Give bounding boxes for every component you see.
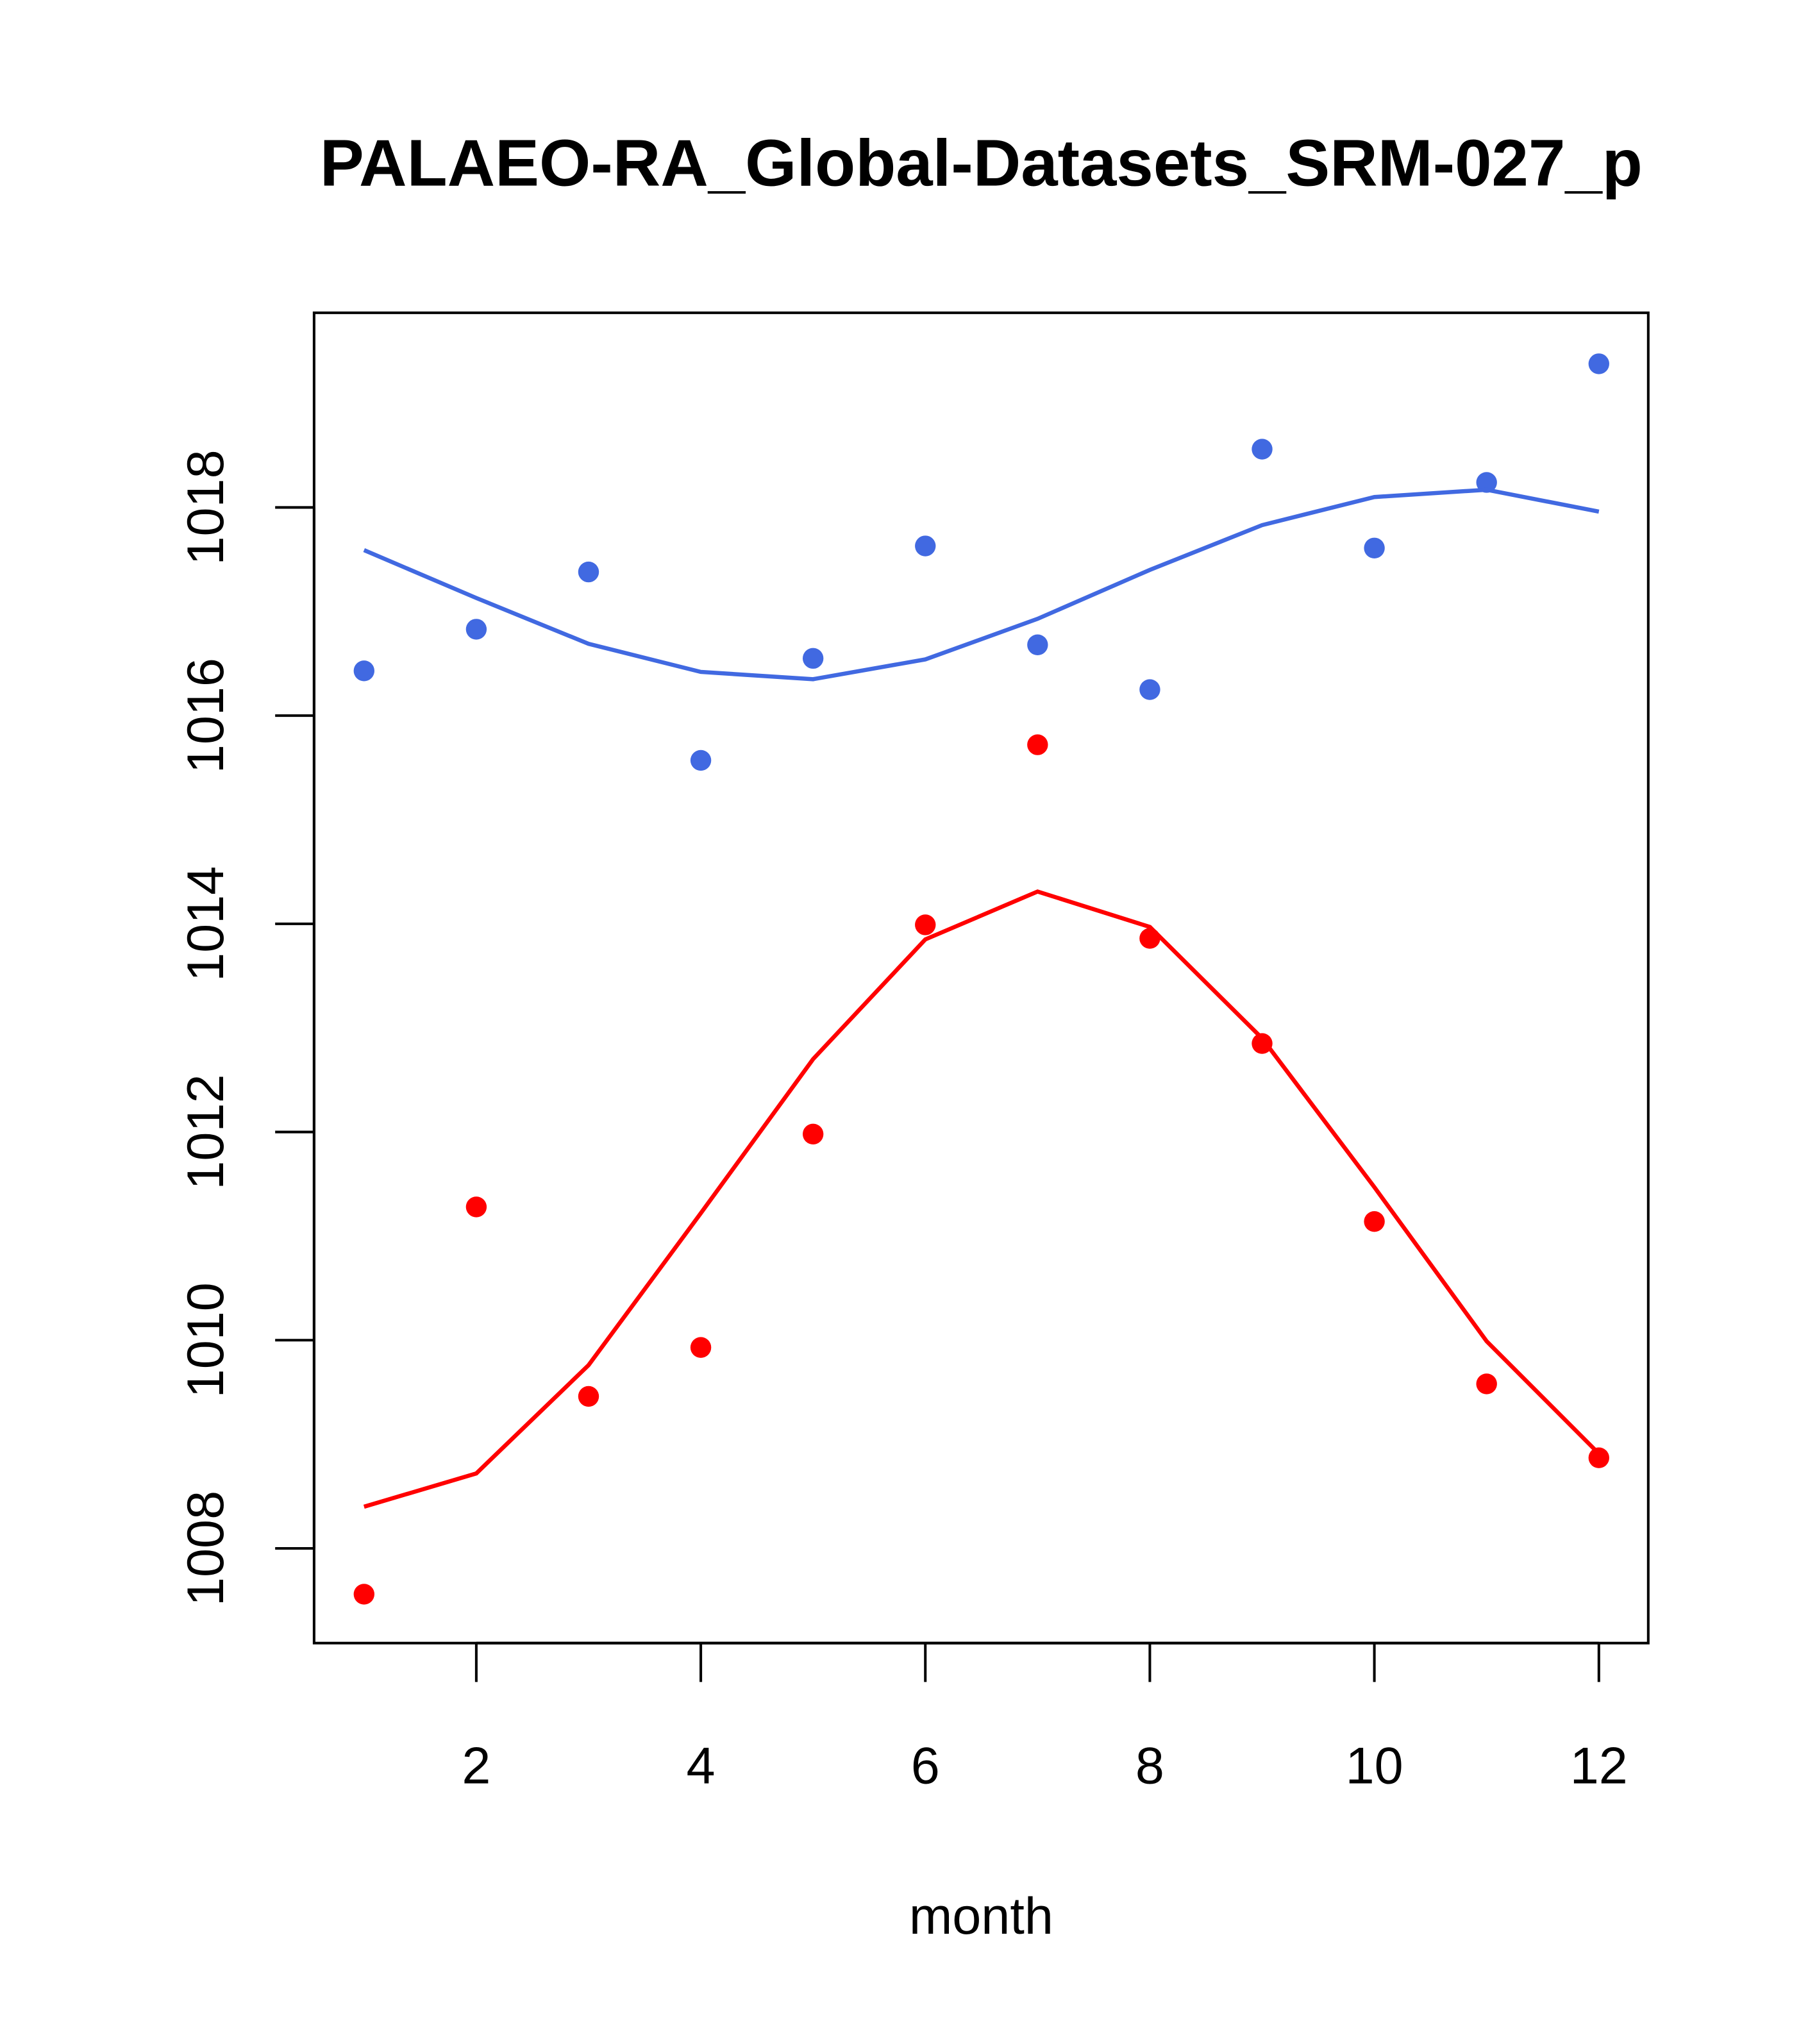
red-point: [1027, 734, 1048, 755]
blue-point: [690, 750, 712, 771]
y-tick-label: 1016: [177, 658, 235, 773]
red-point: [465, 1196, 487, 1218]
red-point: [1139, 928, 1160, 949]
blue-point: [353, 660, 374, 682]
x-tick-label: 6: [911, 1737, 940, 1795]
blue-point: [1364, 537, 1385, 558]
red-point: [690, 1337, 712, 1358]
red-point: [1588, 1447, 1609, 1468]
blue-point: [802, 648, 824, 669]
y-tick-label: 1010: [177, 1282, 235, 1398]
red-point: [1364, 1210, 1385, 1232]
red-point: [1476, 1373, 1497, 1395]
red-point: [915, 914, 936, 935]
y-axis: 1008 1010 1012 1014 1016 1018: [177, 449, 315, 1606]
x-axis-label: month: [909, 1888, 1053, 1945]
red-point: [353, 1584, 374, 1605]
blue-point: [465, 619, 487, 640]
blue-point: [915, 535, 936, 557]
plot-frame: [312, 311, 1650, 1645]
blue-line: [363, 487, 1600, 682]
blue-point: [1252, 439, 1273, 460]
blue-point: [578, 561, 599, 583]
y-tick-label: 1012: [177, 1074, 235, 1189]
x-tick-label: 12: [1570, 1737, 1628, 1795]
x-tick-label: 2: [462, 1737, 490, 1795]
y-tick-label: 1014: [177, 866, 235, 982]
x-tick-label: 10: [1346, 1737, 1403, 1795]
chart-title: PALAEO-RA_Global-Datasets_SRM-027_p: [320, 126, 1643, 199]
red-line: [363, 889, 1601, 1509]
y-tick-label: 1008: [177, 1491, 235, 1606]
y-tick-label: 1018: [177, 449, 235, 565]
blue-point: [1588, 353, 1609, 374]
blue-point: [1476, 472, 1497, 493]
blue-point: [1139, 679, 1160, 700]
blue-point: [1027, 634, 1048, 655]
red-point: [1252, 1033, 1273, 1054]
x-tick-label: 4: [687, 1737, 716, 1795]
x-tick-label: 8: [1135, 1737, 1164, 1795]
red-point: [802, 1123, 824, 1144]
x-axis: 2 4 6 8 10 12: [462, 1641, 1628, 1795]
plot-marks: [353, 353, 1609, 1605]
red-point: [578, 1386, 599, 1407]
